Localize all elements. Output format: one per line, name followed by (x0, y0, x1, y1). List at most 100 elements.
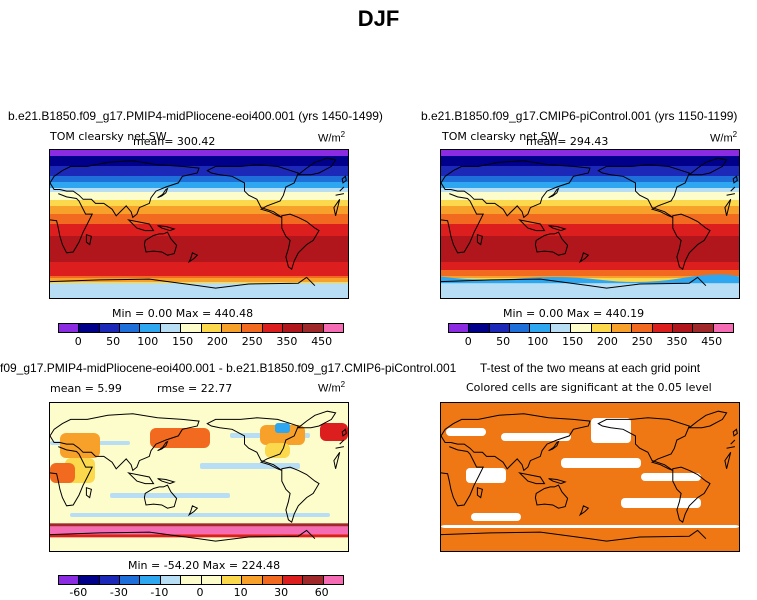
colorbar-swatch (79, 576, 100, 584)
data-band (441, 186, 739, 189)
colorbar-swatch (79, 324, 100, 332)
data-band (441, 184, 739, 187)
data-band (441, 232, 739, 235)
panel3-map (49, 402, 349, 552)
colorbar-tick-label: 450 (701, 335, 723, 348)
data-band (441, 266, 739, 269)
data-band (50, 282, 348, 285)
coastline (143, 231, 178, 256)
data-band (50, 236, 348, 239)
data-band (50, 248, 348, 251)
data-band (50, 278, 348, 281)
data-band (441, 174, 739, 177)
colorbar-swatch (160, 576, 182, 584)
data-band (50, 164, 348, 167)
data-band (50, 218, 348, 221)
coastline (578, 505, 590, 517)
diff-warm-region (260, 425, 305, 445)
panel2-mean: mean= 294.43 (526, 135, 609, 148)
coastline (281, 213, 320, 271)
panel2-minmax: Min = 0.00 Max = 440.19 (503, 307, 645, 320)
data-band (441, 170, 739, 173)
data-band (441, 172, 739, 175)
data-band (441, 234, 739, 237)
coastline (441, 193, 735, 254)
coastline (50, 413, 345, 472)
diff-cool-region (275, 423, 290, 433)
panel1-map (49, 149, 349, 299)
colorbar-swatch (140, 324, 161, 332)
data-band (441, 178, 739, 181)
panel1-minmax: Min = 0.00 Max = 440.48 (112, 307, 254, 320)
data-band (50, 244, 348, 247)
data-band (50, 180, 348, 183)
panel3-units: W/m2 (318, 380, 346, 395)
data-band (50, 256, 348, 259)
coastline (296, 410, 337, 429)
data-band (441, 276, 739, 279)
data-band (50, 174, 348, 177)
insignificant-region (466, 468, 506, 483)
colorbar-swatch (242, 576, 263, 584)
coastline (441, 529, 707, 542)
data-band (441, 214, 739, 217)
colorbar-swatch (591, 324, 612, 332)
coastline (50, 276, 316, 289)
data-band (441, 252, 739, 255)
colorbar-tick-label: 350 (276, 335, 298, 348)
data-band (441, 222, 739, 225)
insignificant-region (641, 473, 701, 481)
insignificant-region (471, 513, 521, 521)
coastline (157, 187, 169, 199)
coastline (157, 478, 176, 485)
panel3-rmse: rmse = 22.77 (157, 382, 233, 395)
data-band (50, 176, 348, 179)
coastline (341, 428, 347, 437)
colorbar-tick-label: -10 (150, 586, 169, 599)
data-band (441, 176, 739, 179)
coastline (687, 157, 728, 176)
data-band (50, 184, 348, 187)
coastline (206, 417, 299, 471)
colorbar-tick-label: -30 (109, 586, 128, 599)
colorbar-swatch (140, 576, 161, 584)
colorbar-tick-label: 250 (631, 335, 653, 348)
colorbar-swatch (693, 324, 714, 332)
coastline (441, 446, 735, 507)
data-band (50, 188, 348, 191)
data-band (441, 236, 739, 239)
data-band (50, 222, 348, 225)
coastline (476, 487, 483, 499)
diff-warm-region (320, 423, 348, 441)
data-band (50, 280, 348, 283)
antarctica-field (50, 283, 348, 298)
data-band (441, 162, 739, 165)
data-band (50, 152, 348, 155)
colorbar-swatch (510, 324, 531, 332)
data-band (441, 230, 739, 233)
colorbar-swatch (181, 576, 202, 584)
colorbar-swatch (571, 324, 592, 332)
coastline (476, 234, 483, 246)
data-band (441, 198, 739, 201)
data-band (50, 258, 348, 261)
data-band (441, 204, 739, 207)
colorbar-swatch (550, 324, 572, 332)
colorbar-swatch (99, 324, 121, 332)
data-band (50, 252, 348, 255)
insignificant-region (591, 418, 631, 443)
data-band (50, 230, 348, 233)
colorbar-swatch (530, 324, 551, 332)
data-band (50, 250, 348, 253)
data-band (441, 240, 739, 243)
data-band (441, 206, 739, 209)
antarctica-field (441, 283, 739, 298)
data-band (441, 158, 739, 161)
colorbar-tick-label: 250 (241, 335, 263, 348)
colorbar-swatch (282, 576, 304, 584)
coastline (296, 157, 337, 176)
panel2-map (440, 149, 740, 299)
data-band (441, 208, 739, 211)
data-band (50, 210, 348, 213)
data-band (50, 186, 348, 189)
